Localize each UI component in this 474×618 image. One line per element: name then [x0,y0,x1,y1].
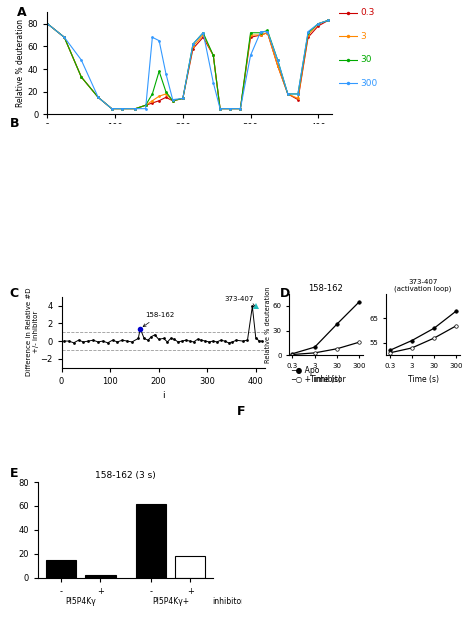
Text: 3: 3 [360,32,366,41]
Text: A: A [17,6,26,19]
Y-axis label: Relative % deuteration: Relative % deuteration [265,286,271,363]
Text: E: E [9,467,18,480]
Title: 373-407
(activation loop): 373-407 (activation loop) [394,279,452,292]
Text: 30: 30 [360,56,372,64]
Text: ─● Apo: ─● Apo [292,366,320,375]
Text: D: D [280,287,290,300]
Text: 158-162: 158-162 [143,312,174,326]
Text: C: C [9,287,18,300]
Text: F: F [237,405,246,418]
Text: PI5P4Kγ: PI5P4Kγ [65,597,96,606]
X-axis label: i: i [162,391,165,400]
Text: 300: 300 [360,79,377,88]
Bar [46,560,76,578]
Title: 158-162: 158-162 [309,284,343,293]
Y-axis label: Relative % deuteration: Relative % deuteration [16,19,25,108]
Text: PI5P4Kγ+: PI5P4Kγ+ [152,597,189,606]
Bar [136,504,166,578]
Text: inhibitor: inhibitor [212,597,244,606]
Title: 158-162 (3 s): 158-162 (3 s) [95,471,156,480]
Bar [175,556,205,578]
X-axis label: i: i [188,138,191,147]
Text: B: B [9,117,19,130]
X-axis label: Time (s): Time (s) [408,375,438,384]
X-axis label: Time (s): Time (s) [310,375,341,384]
Text: 0.3: 0.3 [360,9,374,17]
Text: ─○ + inhibitor: ─○ + inhibitor [292,375,346,384]
Text: 373-407: 373-407 [224,296,255,307]
Y-axis label: Difference in Relative #D
+/- inhibitor: Difference in Relative #D +/- inhibitor [26,288,39,376]
Bar [85,575,116,578]
